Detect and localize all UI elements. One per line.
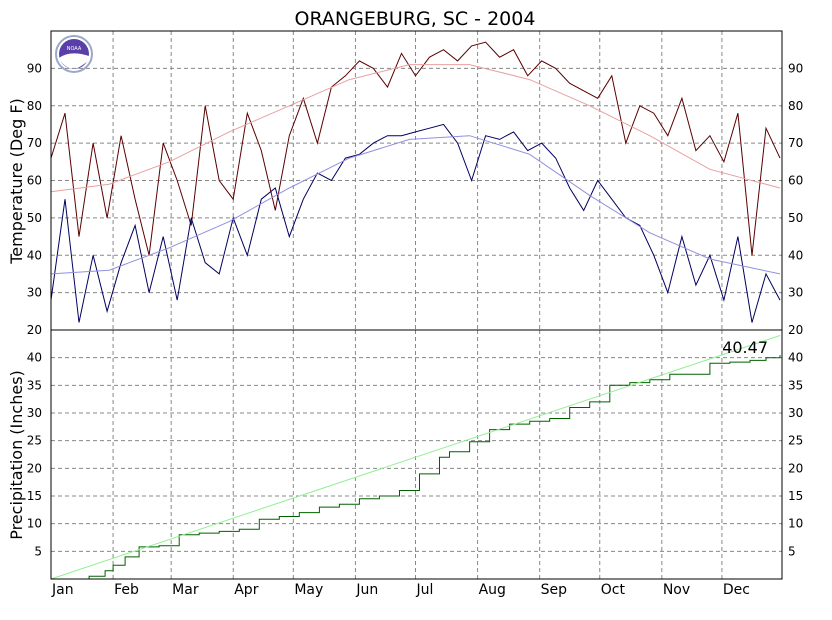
precipitation-ytick-right-20: 20 — [788, 461, 803, 475]
month-label-aug: Aug — [479, 582, 506, 598]
month-axis: Jan Feb Mar Apr May Jun Jul Aug Sep Oct Nov Dec — [51, 582, 750, 598]
temperature-ytick-right-50: 50 — [788, 211, 803, 225]
month-label-may: May — [294, 582, 323, 598]
precipitation-series-cumulative-observed — [51, 355, 781, 580]
month-label-jan: Jan — [51, 582, 74, 598]
temperature-ytick-right-90: 90 — [788, 61, 803, 75]
temperature-series-daily-max — [50, 41, 781, 256]
month-label-jun: Jun — [355, 582, 378, 598]
temperature-ytick-left-40: 40 — [27, 248, 42, 262]
precipitation-ytick-right-30: 30 — [788, 406, 803, 420]
month-label-nov: Nov — [663, 582, 690, 598]
temperature-axis-label: Temperature (Deg F) — [7, 98, 26, 265]
temperature-ytick-right-60: 60 — [788, 174, 803, 188]
temperature-ytick-left-90: 90 — [27, 61, 42, 75]
precipitation-ytick-right-35: 35 — [788, 378, 803, 392]
precipitation-total-annotation: 40.47 — [722, 338, 768, 357]
noaa-logo-text: NOAA — [67, 46, 82, 52]
temperature-ytick-right-40: 40 — [788, 248, 803, 262]
precipitation-ytick-left-35: 35 — [27, 378, 42, 392]
precipitation-ytick-right-40: 40 — [788, 351, 803, 365]
month-label-feb: Feb — [114, 582, 139, 598]
precipitation-plot-frame — [50, 329, 783, 580]
temperature-ytick-left-30: 30 — [27, 286, 42, 300]
month-label-jul: Jul — [415, 582, 433, 598]
precipitation-ytick-left-40: 40 — [27, 351, 42, 365]
noaa-logo: NOAA — [55, 35, 93, 73]
temperature-series-normal-max — [50, 64, 781, 193]
precipitation-ytick-right-10: 10 — [788, 517, 803, 531]
precipitation-ytick-left-20: 20 — [27, 461, 42, 475]
precipitation-ytick-right-25: 25 — [788, 434, 803, 448]
precipitation-series-cumulative-normal — [50, 335, 781, 580]
precipitation-axis-label: Precipitation (Inches) — [7, 370, 26, 540]
month-label-sep: Sep — [541, 582, 568, 598]
month-label-dec: Dec — [723, 582, 750, 598]
precipitation-ytick-left-15: 15 — [27, 489, 42, 503]
precipitation-ytick-left-5: 5 — [34, 544, 42, 558]
month-label-mar: Mar — [172, 582, 199, 598]
temperature-series-normal-min — [50, 135, 781, 275]
month-label-apr: Apr — [234, 582, 258, 598]
chart-title: ORANGEBURG, SC - 2004 — [295, 8, 536, 30]
precipitation-panel: 5 5 10 10 15 15 20 20 25 25 30 30 35 35 40 40 Precipita… — [7, 329, 803, 580]
temperature-series-daily-min — [50, 123, 781, 323]
temperature-ytick-left-80: 80 — [27, 99, 42, 113]
temperature-ytick-left-60: 60 — [27, 174, 42, 188]
precipitation-ytick-right-15: 15 — [788, 489, 803, 503]
temperature-ytick-left-50: 50 — [27, 211, 42, 225]
temperature-ytick-right-30: 30 — [788, 286, 803, 300]
temperature-ytick-left-70: 70 — [27, 136, 42, 150]
temperature-ytick-right-80: 80 — [788, 99, 803, 113]
temperature-panel: 20 20 30 30 40 40 50 50 60 60 70 70 80 80 90 90 Tempera… — [7, 30, 803, 337]
precipitation-ytick-right-5: 5 — [788, 544, 796, 558]
precipitation-ytick-left-30: 30 — [27, 406, 42, 420]
temperature-ytick-right-70: 70 — [788, 136, 803, 150]
temperature-ytick-left-20: 20 — [27, 323, 42, 337]
month-label-oct: Oct — [601, 582, 626, 598]
precipitation-ytick-left-10: 10 — [27, 517, 42, 531]
precipitation-ytick-left-25: 25 — [27, 434, 42, 448]
temperature-ytick-right-20: 20 — [788, 323, 803, 337]
